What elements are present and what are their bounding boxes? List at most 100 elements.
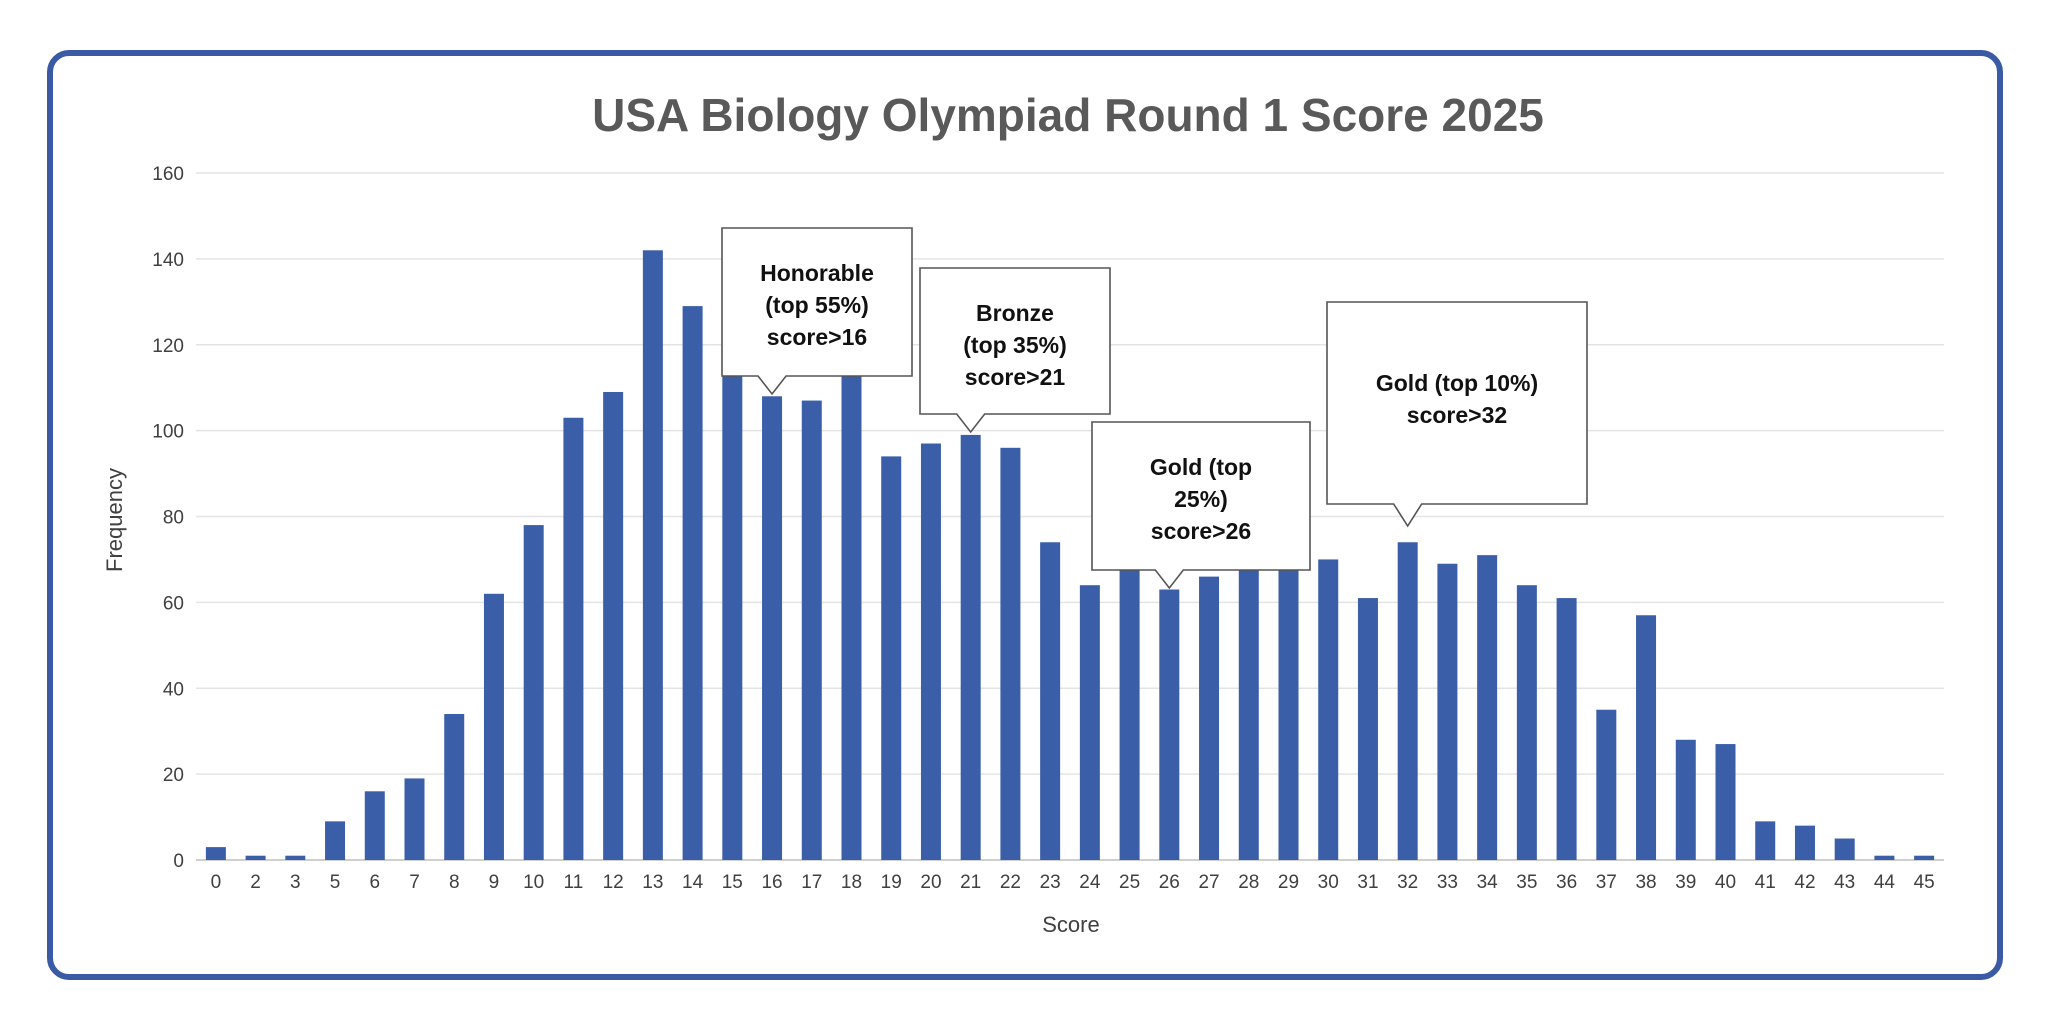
bar <box>1437 563 1458 860</box>
x-tick-label: 39 <box>1675 872 1696 893</box>
bar <box>245 855 266 860</box>
x-tick-label: 30 <box>1318 872 1339 893</box>
callout-box <box>1091 421 1311 590</box>
x-tick-label: 36 <box>1556 872 1577 893</box>
bar <box>205 847 226 860</box>
callout-text: score>16 <box>767 324 867 350</box>
y-tick-labels: 0 20 40 60 80 100 120 140 160 <box>152 164 184 872</box>
x-axis-label: Score <box>1042 912 1099 937</box>
x-tick-label: 7 <box>409 872 420 893</box>
bar <box>801 400 822 860</box>
callout-box <box>721 227 913 396</box>
bar <box>1397 542 1418 860</box>
bar <box>682 306 703 860</box>
x-tick-label: 29 <box>1278 872 1299 893</box>
callout-text: score>21 <box>965 364 1066 390</box>
x-tick-label: 9 <box>489 872 500 893</box>
callout-box <box>1326 301 1588 528</box>
bar <box>1477 555 1498 860</box>
bar <box>483 593 504 860</box>
bar <box>920 443 941 860</box>
bar <box>1238 529 1259 860</box>
callout-text: Gold (top <box>1150 454 1252 480</box>
x-tick-label: 33 <box>1437 872 1458 893</box>
x-tick-label: 32 <box>1397 872 1418 893</box>
bar <box>1159 589 1180 860</box>
x-tick-label: 2 <box>250 872 261 893</box>
callout-text: score>32 <box>1407 402 1507 428</box>
x-tick-label: 13 <box>642 872 663 893</box>
y-tick-label: 100 <box>152 422 184 443</box>
bar <box>1675 739 1696 860</box>
bar <box>1794 825 1815 860</box>
bar <box>1596 709 1617 860</box>
callout-text: Bronze <box>976 300 1054 326</box>
x-tick-label: 45 <box>1914 872 1935 893</box>
x-tick-label: 21 <box>960 872 981 893</box>
x-tick-label: 31 <box>1357 872 1378 893</box>
y-tick-label: 40 <box>163 679 184 700</box>
bar <box>404 778 425 860</box>
x-tick-label: 38 <box>1635 872 1656 893</box>
bar <box>523 525 544 860</box>
bar <box>1834 838 1855 860</box>
y-tick-label: 60 <box>163 593 184 614</box>
callout-text: Honorable <box>760 260 874 286</box>
y-tick-label: 120 <box>152 336 184 357</box>
x-tick-label: 28 <box>1238 872 1259 893</box>
x-tick-label: 24 <box>1079 872 1101 893</box>
x-tick-label: 34 <box>1477 872 1499 893</box>
y-tick-label: 0 <box>173 851 184 872</box>
x-tick-label: 12 <box>603 872 624 893</box>
callout-text: score>26 <box>1151 518 1251 544</box>
bar <box>960 434 981 860</box>
x-tick-label: 19 <box>881 872 902 893</box>
y-tick-label: 160 <box>152 164 184 185</box>
x-tick-label: 25 <box>1119 872 1140 893</box>
x-tick-label: 11 <box>564 872 584 893</box>
bar <box>1556 598 1577 860</box>
bar <box>444 714 465 860</box>
x-tick-label: 22 <box>1000 872 1021 893</box>
x-tick-label: 35 <box>1516 872 1537 893</box>
bar <box>841 374 862 860</box>
y-axis-label: Frequency <box>102 468 127 572</box>
bar <box>762 396 783 860</box>
x-tick-label: 18 <box>841 872 862 893</box>
bar <box>1755 821 1776 860</box>
x-tick-label: 41 <box>1755 872 1776 893</box>
x-tick-label: 10 <box>523 872 544 893</box>
bar <box>1357 598 1378 860</box>
bar <box>1278 533 1299 860</box>
bar <box>1040 542 1061 860</box>
y-tick-label: 20 <box>163 765 184 786</box>
bar <box>1914 855 1935 860</box>
x-tick-label: 15 <box>722 872 743 893</box>
callouts: Honorable (top 55%) score>16 Bronze (top 35%… <box>721 227 1588 590</box>
callout-text: 25%) <box>1174 486 1228 512</box>
callout-text: (top 35%) <box>963 332 1067 358</box>
callout: Honorable (top 55%) score>16 <box>721 227 913 396</box>
x-tick-label: 5 <box>330 872 341 893</box>
bar <box>1000 447 1021 860</box>
x-tick-label: 42 <box>1794 872 1815 893</box>
bar <box>1079 585 1100 860</box>
y-tick-label: 140 <box>152 250 184 271</box>
bar <box>1874 855 1895 860</box>
x-tick-label: 23 <box>1040 872 1061 893</box>
callout-text: Gold (top 10%) <box>1376 370 1538 396</box>
bars <box>205 250 1935 861</box>
bar <box>881 456 902 860</box>
x-tick-label: 6 <box>369 872 380 893</box>
x-tick-label: 16 <box>761 872 782 893</box>
bar <box>642 250 663 861</box>
bar <box>285 855 306 860</box>
x-tick-label: 17 <box>801 872 822 893</box>
bar <box>1516 585 1537 860</box>
bar <box>1636 615 1657 860</box>
callout-box <box>919 267 1111 434</box>
callout: Gold (top 25%) score>26 <box>1091 421 1311 590</box>
x-tick-label: 3 <box>290 872 301 893</box>
bar <box>1715 744 1736 860</box>
